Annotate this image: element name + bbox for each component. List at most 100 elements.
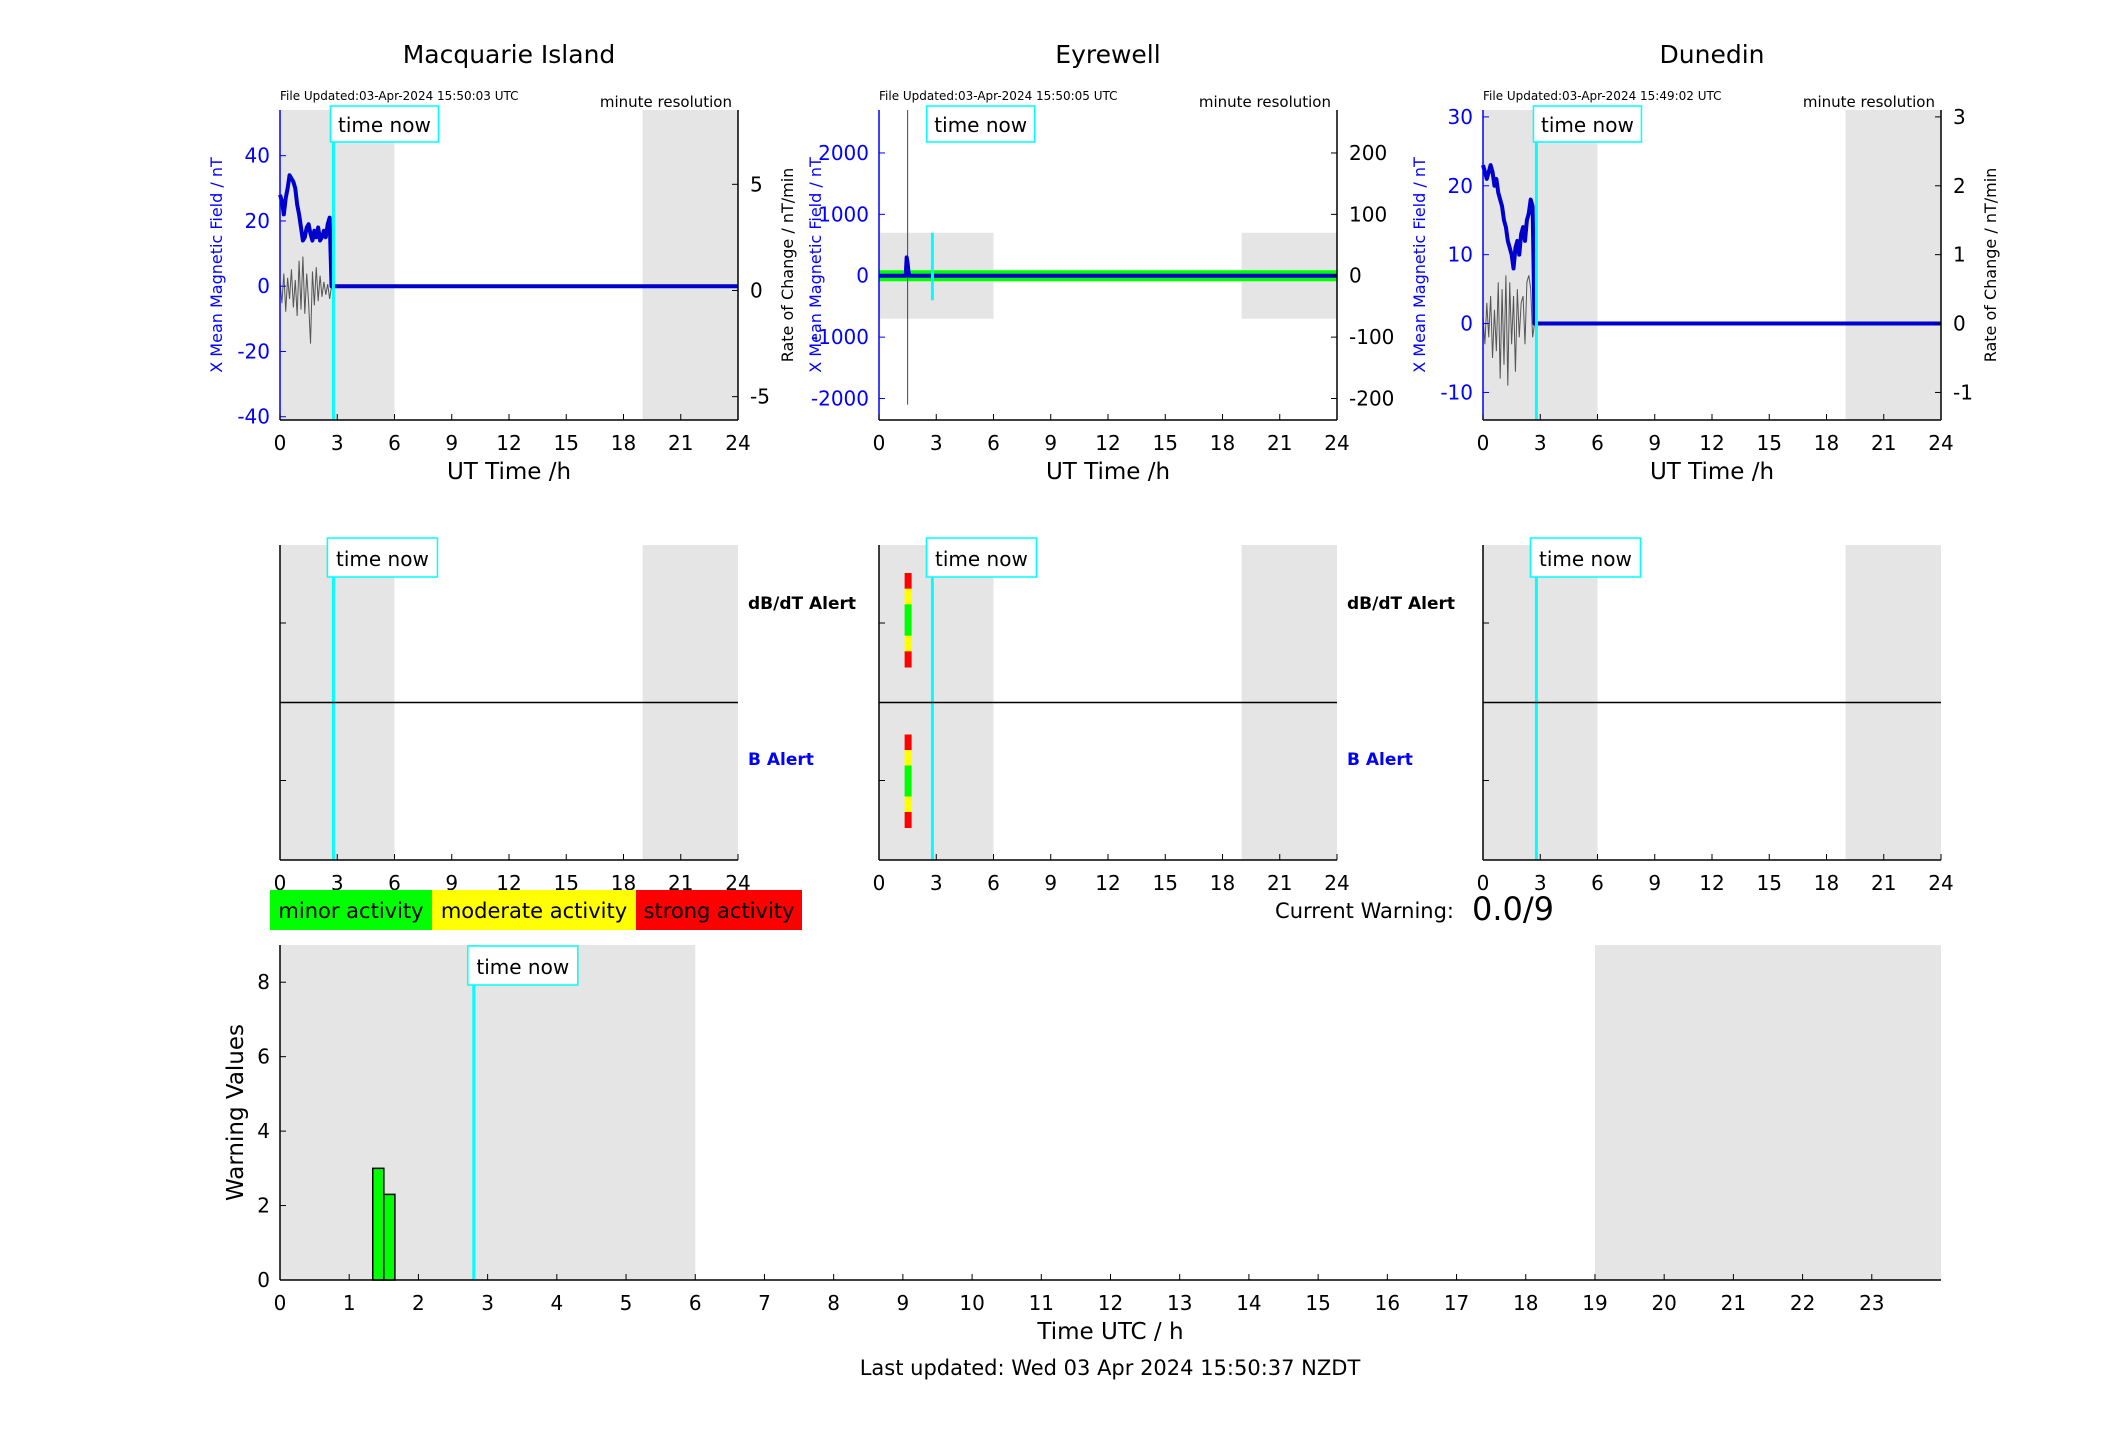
- b-alert-bar-segment: [904, 734, 912, 751]
- right-tick-label: 5: [750, 172, 763, 196]
- x-tick-label: 7: [758, 1291, 771, 1315]
- night-shade-region: [1483, 110, 1598, 420]
- x-tick-label: 16: [1375, 1291, 1400, 1315]
- left-tick-label: 10: [1448, 243, 1473, 267]
- x-tick-label: 3: [930, 871, 943, 895]
- time-now-box: [1529, 537, 1642, 578]
- activity-legend: minor activity moderate activity strong ac…: [270, 890, 802, 930]
- resolution-label: minute resolution: [1803, 93, 1935, 111]
- station-plot-3: Dunedin File Updated:03-Apr-2024 15:49:02…: [1410, 40, 2000, 485]
- x-tick-label: 3: [331, 431, 344, 455]
- night-shade-region: [280, 945, 696, 1280]
- left-tick-label: 20: [245, 209, 270, 233]
- time-now-label: time now: [934, 113, 1027, 137]
- right-tick-label: 1: [1953, 243, 1966, 267]
- x-tick-label: 10: [959, 1291, 984, 1315]
- dbdt-alert-label: dB/dT Alert: [748, 594, 856, 614]
- x-tick-label: 3: [1534, 431, 1547, 455]
- x-tick-label: 0: [873, 871, 886, 895]
- time-now-label: time now: [338, 113, 431, 137]
- x-tick-label: 0: [1477, 871, 1490, 895]
- x-tick-label: 18: [1210, 871, 1235, 895]
- left-tick-label: -10: [1440, 380, 1473, 404]
- resolution-label: minute resolution: [600, 93, 732, 111]
- last-updated-text: Last updated: Wed 03 Apr 2024 15:50:37 N…: [860, 1356, 1361, 1380]
- x-tick-label: 9: [1044, 431, 1057, 455]
- left-tick-label: -1000: [811, 325, 869, 349]
- right-tick-label: -1: [1953, 380, 1973, 404]
- x-tick-label: 21: [1267, 431, 1292, 455]
- y-tick-label: 8: [257, 970, 270, 994]
- x-tick-label: 21: [1721, 1291, 1746, 1315]
- x-tick-label: 21: [668, 431, 693, 455]
- b-alert-bar-segment: [904, 750, 912, 766]
- dbdt-alert-bar-segment: [904, 635, 912, 652]
- x-tick-label: 9: [1648, 871, 1661, 895]
- x-tick-label: 21: [1871, 431, 1896, 455]
- dbdt-alert-bar-segment: [904, 573, 912, 590]
- left-axis-title: X Mean Magnetic Field / nT: [806, 157, 825, 373]
- night-shade-region: [1594, 945, 1941, 1280]
- x-tick-label: 15: [554, 431, 579, 455]
- right-tick-label: -5: [750, 385, 770, 409]
- x-tick-label: 12: [1095, 431, 1120, 455]
- warning-bar: [383, 1193, 396, 1281]
- x-tick-label: 3: [331, 871, 344, 895]
- legend-moderate-label: moderate activity: [441, 899, 627, 923]
- x-tick-label: 22: [1790, 1291, 1815, 1315]
- night-shade-region: [280, 110, 395, 420]
- x-tick-label: 15: [1153, 871, 1178, 895]
- right-tick-label: 200: [1349, 141, 1387, 165]
- left-tick-label: 30: [1448, 105, 1473, 129]
- x-tick-label: 24: [1928, 431, 1953, 455]
- x-tick-label: 14: [1236, 1291, 1261, 1315]
- x-tick-label: 0: [274, 431, 287, 455]
- file-updated-text: File Updated:03-Apr-2024 15:49:02 UTC: [1483, 89, 1722, 103]
- time-now-box: [925, 537, 1038, 578]
- x-axis-title: UT Time /h: [447, 459, 571, 485]
- left-tick-label: 20: [1448, 174, 1473, 198]
- x-tick-label: 20: [1651, 1291, 1676, 1315]
- alert-panel-3: time now 0 3 6 9 12 15 18 21 24: [1477, 537, 1954, 895]
- x-tick-label: 9: [445, 871, 458, 895]
- x-tick-label: 19: [1582, 1291, 1607, 1315]
- current-warning-label: Current Warning:: [1275, 899, 1454, 923]
- x-tick-label: 9: [1648, 431, 1661, 455]
- warning-bar: [371, 1167, 385, 1281]
- dbdt-alert-bar-segment: [904, 588, 912, 605]
- x-tick-label: 6: [987, 871, 1000, 895]
- right-tick-label: 2: [1953, 174, 1966, 198]
- x-tick-label: 18: [1210, 431, 1235, 455]
- x-tick-label: 0: [1477, 431, 1490, 455]
- y-tick-label: 4: [257, 1119, 270, 1143]
- x-tick-label: 9: [1044, 871, 1057, 895]
- left-axis-title: X Mean Magnetic Field / nT: [1410, 157, 1429, 373]
- y-tick-label: 6: [257, 1045, 270, 1069]
- file-updated-text: File Updated:03-Apr-2024 15:50:03 UTC: [280, 89, 519, 103]
- x-tick-label: 8: [827, 1291, 840, 1315]
- x-tick-label: 18: [1513, 1291, 1538, 1315]
- x-tick-label: 13: [1167, 1291, 1192, 1315]
- b-alert-label: B Alert: [1347, 750, 1413, 770]
- magnetic-field-series: [1481, 163, 1941, 326]
- x-tick-label: 3: [930, 431, 943, 455]
- x-tick-label: 18: [611, 431, 636, 455]
- legend-strong-swatch: [636, 890, 802, 930]
- left-tick-label: 0: [1460, 312, 1473, 336]
- right-tick-label: 3: [1953, 105, 1966, 129]
- x-tick-label: 24: [725, 431, 750, 455]
- x-tick-label: 18: [1814, 431, 1839, 455]
- right-axis-title: Rate of Change / nT/min: [778, 168, 797, 363]
- x-tick-label: 15: [1153, 431, 1178, 455]
- time-now-box: [329, 105, 440, 143]
- left-tick-label: -2000: [811, 387, 869, 411]
- alert-panel-2: time now 0 3 6 9 12 15 18 21 24 dB/dT Alert B Alert: [873, 537, 1455, 895]
- x-tick-label: 15: [1757, 871, 1782, 895]
- y-tick-label: 0: [257, 1268, 270, 1292]
- x-tick-label: 24: [1324, 431, 1349, 455]
- x-tick-label: 4: [550, 1291, 563, 1315]
- x-tick-label: 9: [897, 1291, 910, 1315]
- x-tick-label: 6: [388, 871, 401, 895]
